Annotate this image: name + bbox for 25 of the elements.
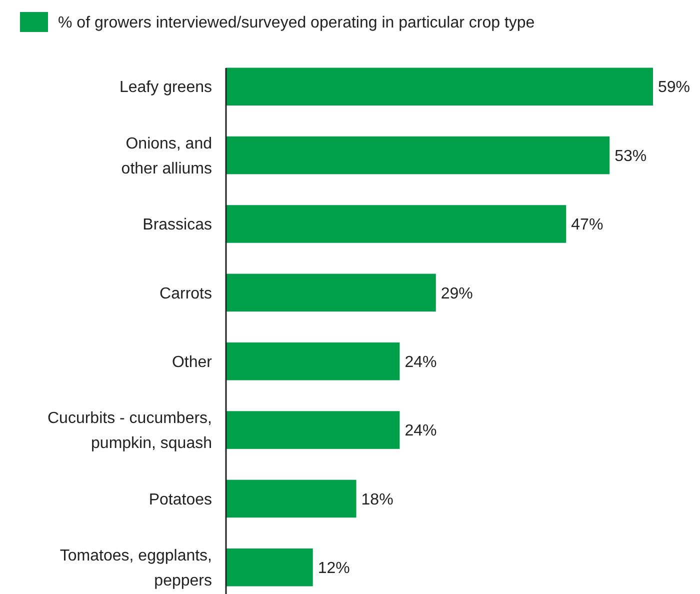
bar: [226, 274, 436, 312]
data-label: 24%: [404, 422, 437, 440]
data-label: 59%: [658, 79, 690, 96]
bar: [226, 205, 566, 243]
y-tick-label: Tomatoes, eggplants, peppers: [60, 547, 212, 590]
data-label: 47%: [571, 216, 604, 234]
bar: [226, 68, 653, 106]
y-tick-label: Cucurbits - cucumbers, pumpkin, squash: [48, 410, 212, 452]
bar: [226, 136, 610, 174]
y-tick-label: Onions, and other alliums: [121, 135, 212, 178]
y-tick-label: Carrots: [160, 285, 212, 302]
y-tick-label: Leafy greens: [119, 79, 212, 96]
data-label: 24%: [404, 354, 437, 371]
y-tick-label: Other: [172, 354, 213, 371]
bar: [226, 548, 313, 586]
data-label: 29%: [440, 285, 473, 302]
bar: [226, 480, 356, 518]
legend-label: % of growers interviewed/surveyed operating in particular crop type: [58, 14, 535, 32]
data-label: 53%: [614, 148, 647, 165]
bar: [226, 411, 400, 449]
y-tick-label: Potatoes: [148, 491, 212, 508]
data-label: 12%: [318, 560, 350, 577]
bar: [226, 342, 400, 380]
data-label: 18%: [361, 491, 394, 508]
y-tick-label: Brassicas: [142, 216, 212, 234]
